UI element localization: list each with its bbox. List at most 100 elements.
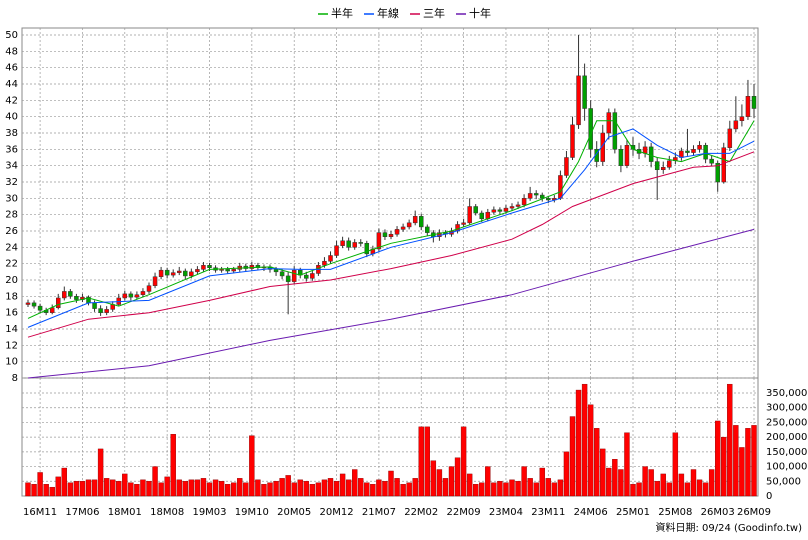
- y2-tick-label: 350,000: [766, 388, 807, 399]
- y-tick-label: 36: [5, 144, 18, 155]
- volume-bar: [666, 482, 672, 497]
- x-tick-label: 23M11: [531, 507, 565, 518]
- volume-bar: [212, 479, 219, 497]
- x-tick-label: 18M01: [108, 507, 142, 518]
- candle-body: [400, 226, 406, 230]
- volume-bar: [436, 469, 443, 497]
- candle-body: [745, 96, 751, 117]
- volume-bar: [727, 383, 733, 497]
- y-tick-label: 34: [5, 161, 18, 172]
- candle-body: [279, 271, 285, 277]
- volume-bar: [696, 479, 703, 497]
- legend-label: 三年: [423, 6, 445, 20]
- candle-body: [25, 302, 31, 305]
- volume-bar: [630, 484, 636, 497]
- y-tick-label: 28: [5, 210, 18, 221]
- legend-label: 年線: [377, 6, 399, 20]
- y-tick-label: 46: [5, 63, 18, 74]
- volume-bar: [739, 447, 745, 497]
- x-tick-label: 22M02: [404, 507, 438, 518]
- volume-bar: [539, 467, 545, 497]
- volume-bar: [285, 475, 291, 497]
- volume-bar: [497, 481, 503, 497]
- candle-body: [570, 124, 575, 158]
- y-tick-label: 14: [5, 324, 18, 335]
- volume-bar: [654, 481, 660, 497]
- candle-body: [709, 158, 714, 164]
- ma-line: [27, 128, 755, 328]
- candle-body: [201, 265, 206, 270]
- candle-body: [661, 167, 666, 171]
- candle-body: [98, 308, 103, 313]
- candle-body: [358, 242, 363, 244]
- volume-bar: [345, 479, 352, 497]
- candle-body: [177, 270, 182, 273]
- volume-bar: [103, 478, 110, 497]
- ma-line: [27, 228, 755, 379]
- volume-bar: [412, 478, 418, 497]
- volume-bar: [206, 482, 213, 497]
- volume-bar: [309, 484, 316, 497]
- volume-bar: [188, 479, 195, 497]
- volume-bar: [418, 426, 424, 497]
- ma-line: [27, 151, 755, 338]
- candle-body: [68, 291, 73, 297]
- candle-body: [382, 232, 388, 237]
- volume-bar: [25, 482, 31, 497]
- volume-bar: [267, 482, 273, 497]
- legend-label: 半年: [331, 6, 353, 20]
- volume-bar: [370, 484, 376, 497]
- volume-bar: [55, 476, 61, 497]
- volume-bar: [43, 484, 49, 497]
- volume-bar: [394, 478, 400, 497]
- volume-bar: [430, 460, 437, 497]
- volume-bar: [243, 482, 249, 497]
- candle-body: [521, 198, 527, 206]
- candle-body: [62, 291, 67, 299]
- volume-bar: [563, 451, 570, 497]
- candle-body: [122, 293, 128, 299]
- candle-body: [685, 150, 690, 153]
- volume-bar: [315, 482, 322, 497]
- volume-bar: [146, 481, 152, 497]
- volume-bar: [708, 469, 715, 497]
- candle-body: [249, 265, 255, 269]
- x-tick-label: 26M03: [701, 507, 735, 518]
- candle-body: [733, 120, 739, 130]
- candle-body: [37, 305, 43, 311]
- volume-bar: [182, 481, 189, 497]
- candle-body: [425, 226, 430, 233]
- x-tick-label: 22M09: [447, 507, 481, 518]
- volume-bar: [454, 457, 461, 497]
- volume-bar: [672, 432, 679, 497]
- candle-body: [195, 269, 200, 273]
- volume-bar: [224, 484, 231, 497]
- candle-body: [346, 240, 351, 248]
- volume-bar: [587, 404, 594, 497]
- candle-body: [624, 145, 630, 166]
- volume-bar: [491, 482, 497, 497]
- candle-body: [739, 116, 745, 121]
- y-tick-label: 22: [5, 259, 18, 270]
- y-tick-label: 38: [5, 128, 18, 139]
- volume-bar: [273, 481, 279, 497]
- volume-bar: [352, 469, 358, 497]
- candle-body: [394, 229, 400, 235]
- volume-bar: [569, 416, 576, 497]
- candle-body: [576, 75, 581, 126]
- volume-bar: [624, 432, 630, 497]
- y-tick-label: 20: [5, 275, 18, 286]
- legend-label: 十年: [469, 6, 491, 20]
- volume-bar: [678, 473, 685, 497]
- candle-body: [751, 96, 757, 109]
- candle-body: [412, 216, 418, 224]
- y2-tick-label: 150,000: [766, 447, 807, 458]
- footer: 資料日期: 09/24 (Goodinfo.tw): [655, 521, 802, 534]
- candle-body: [564, 157, 569, 176]
- candle-body: [497, 209, 503, 212]
- volume-bar: [575, 389, 582, 497]
- candle-body: [170, 272, 176, 276]
- volume-bar: [702, 482, 709, 497]
- volume-bar: [170, 434, 176, 497]
- y2-tick-label: 300,000: [766, 403, 807, 414]
